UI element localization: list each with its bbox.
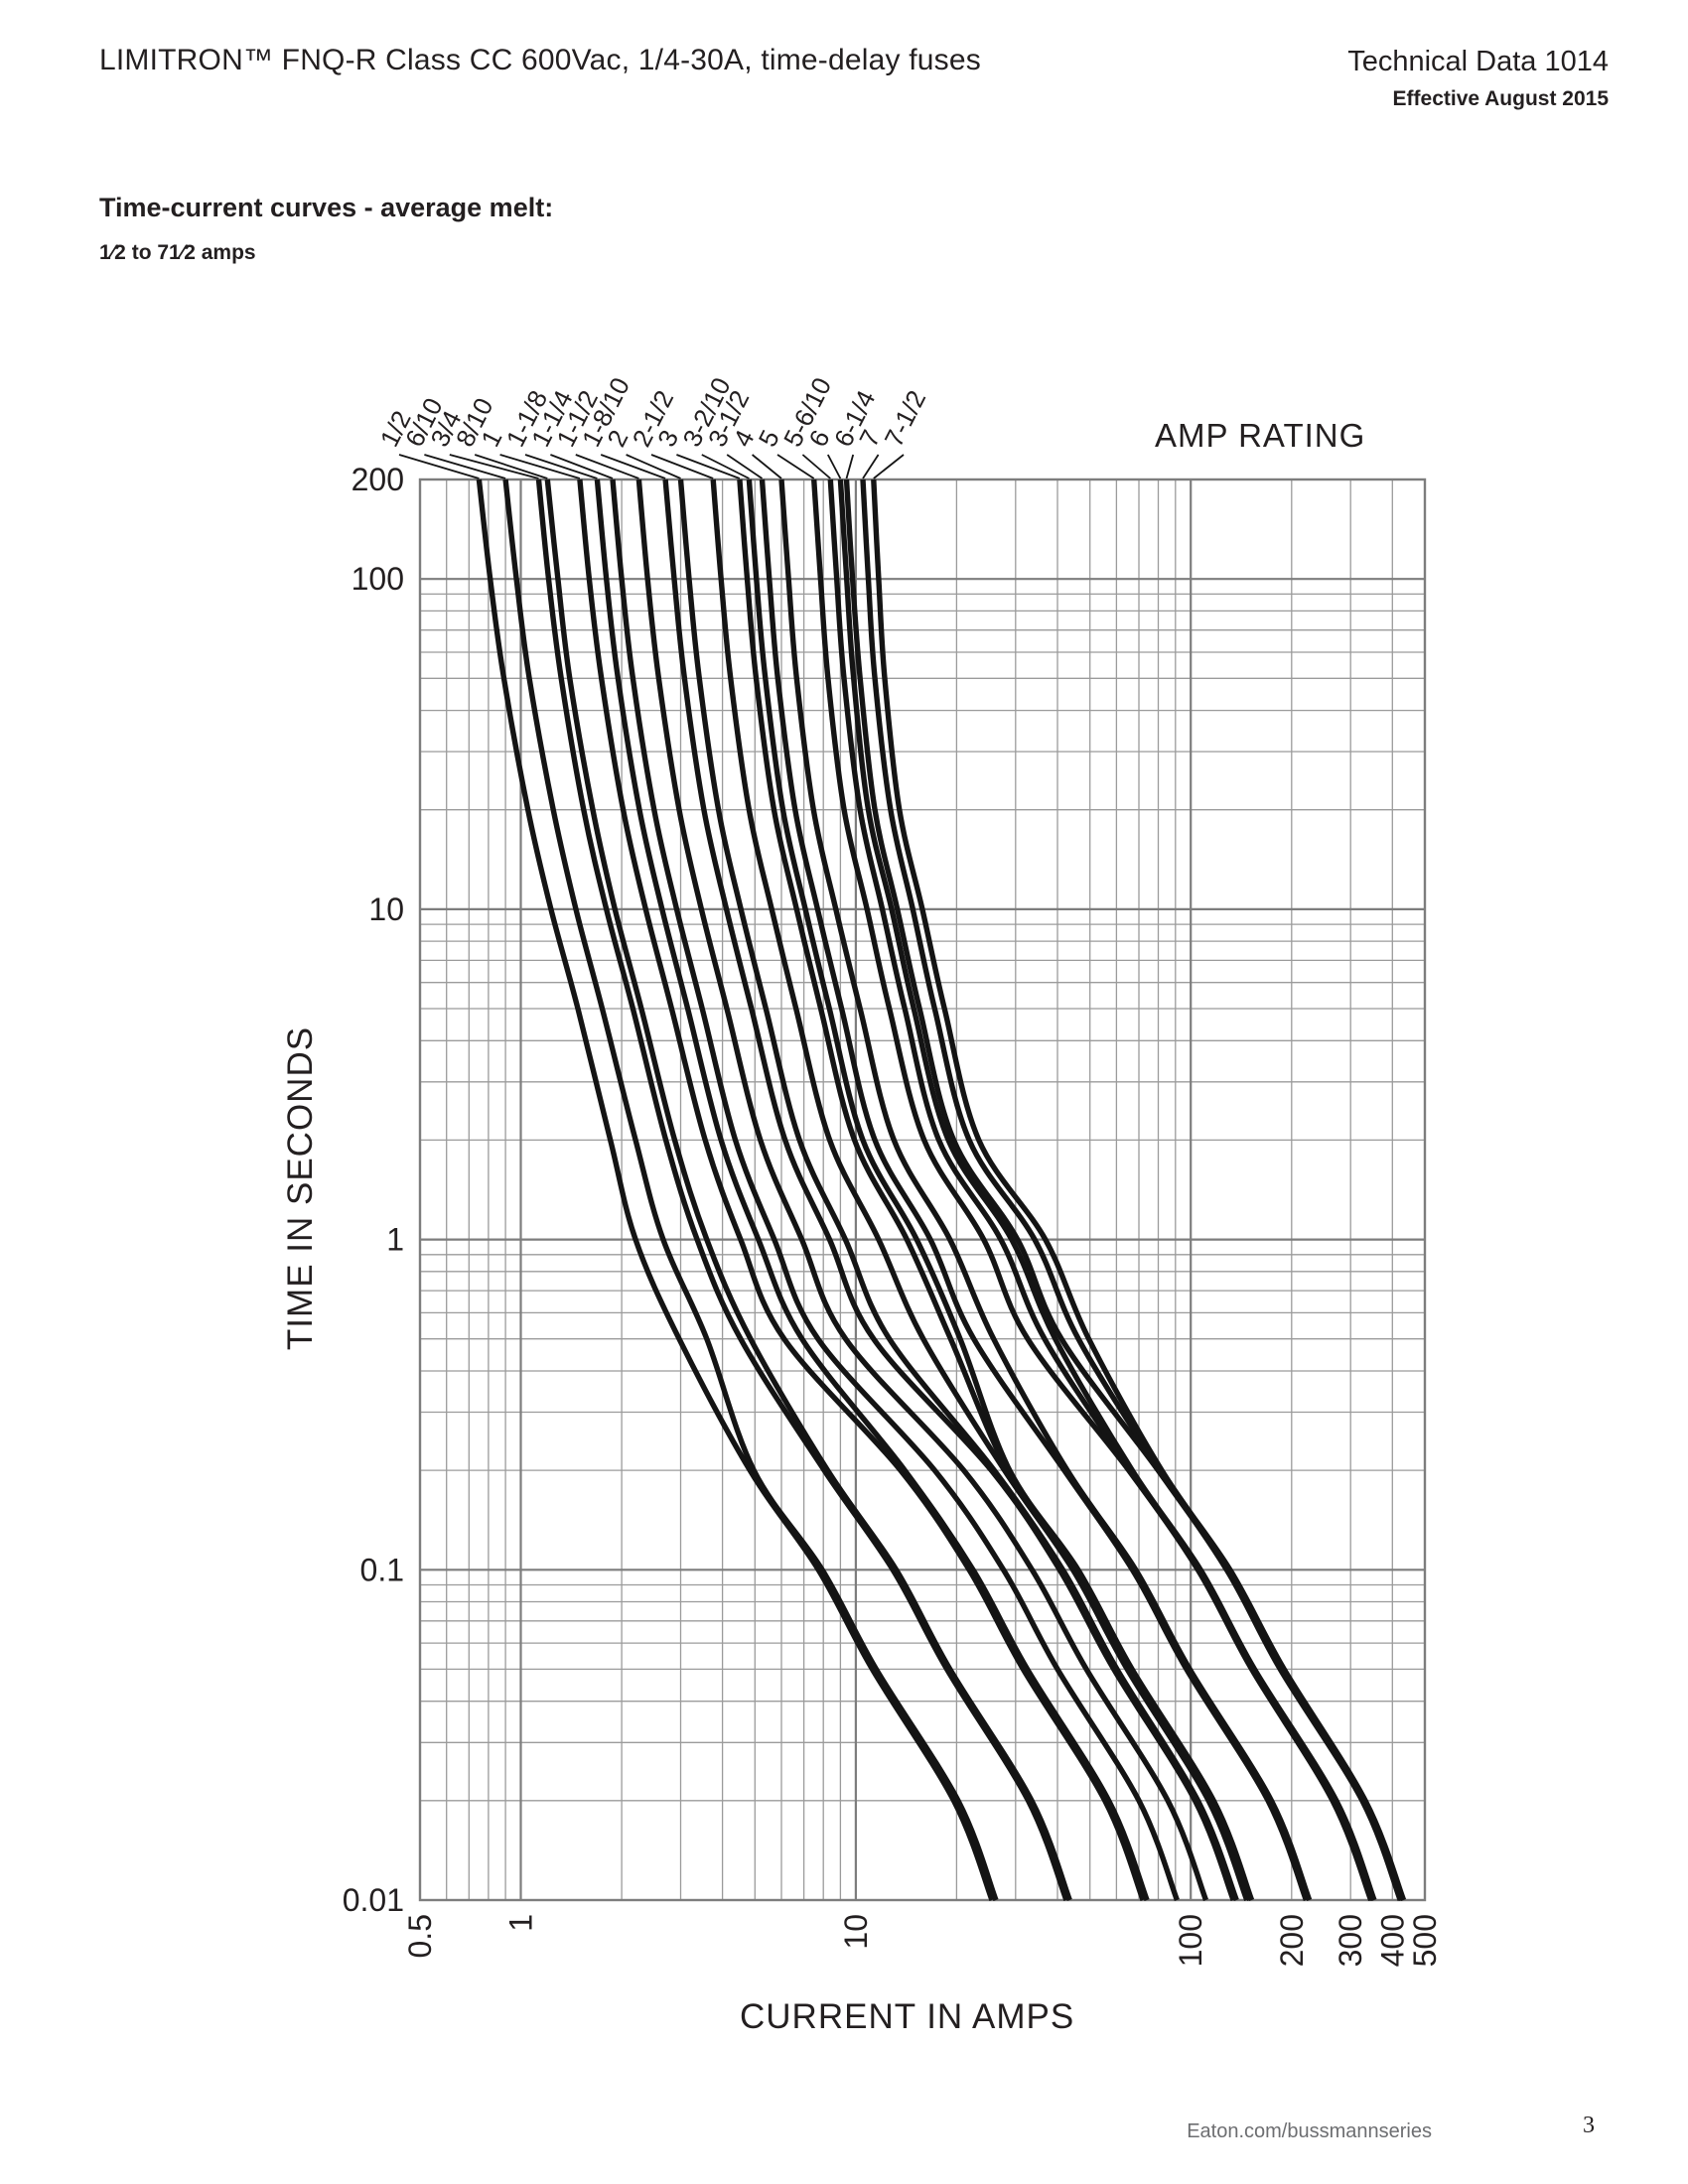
fuse-curve-1-8/10 xyxy=(662,478,1236,1901)
fuse-curve-4 xyxy=(778,478,1313,1901)
x-tick-label-100: 100 xyxy=(1173,1914,1208,1967)
y-tick-label-10: 10 xyxy=(368,891,404,927)
fuse-curve-5 xyxy=(811,478,1374,1901)
curve-label-leader-line xyxy=(575,454,639,479)
y-axis-title: TIME IN SECONDS xyxy=(281,1025,320,1351)
curve-label-leader-line xyxy=(726,454,764,479)
curve-label-leader-line xyxy=(398,454,480,479)
fuse-curve-8/10 xyxy=(544,478,1072,1901)
curve-label-leader-line xyxy=(600,454,666,479)
page-title: LIMITRON™ FNQ-R Class CC 600Vac, 1/4-30A… xyxy=(99,44,981,76)
curve-label-leader-line xyxy=(499,454,581,479)
fuse-curve-1-1/8 xyxy=(594,478,1150,1901)
curve-label-leader-line xyxy=(650,454,714,479)
curve-label-leader-line xyxy=(676,454,741,479)
y-tick-label-0.01: 0.01 xyxy=(343,1882,404,1918)
fuse-curve-1/2 xyxy=(476,478,995,1901)
curve-label-leader-line xyxy=(449,454,539,479)
fuse-curve-1-1/2 xyxy=(635,478,1209,1901)
fuse-curve-6/10 xyxy=(502,478,999,1901)
section-title: Time-current curves - average melt: xyxy=(99,193,554,222)
x-tick-label-500: 500 xyxy=(1407,1914,1443,1967)
fuse-curve-3-1/2 xyxy=(759,478,1309,1901)
x-tick-label-300: 300 xyxy=(1333,1914,1368,1967)
y-tick-label-1: 1 xyxy=(386,1222,404,1258)
y-tick-label-200: 200 xyxy=(352,462,404,497)
curve-label-leader-line xyxy=(862,454,880,479)
curve-label-7-1/2: 7-1/2 xyxy=(879,385,932,451)
curve-label-leader-line xyxy=(626,454,681,479)
fuse-curve-7-1/2 xyxy=(871,478,1407,1901)
x-tick-label-10: 10 xyxy=(838,1914,874,1950)
fuse-curve-2 xyxy=(677,478,1239,1901)
x-tick-label-0.5: 0.5 xyxy=(402,1914,438,1958)
fuse-curve-7 xyxy=(860,478,1405,1901)
curve-label-leader-line xyxy=(827,454,842,479)
curve-label-leader-line xyxy=(424,454,506,479)
curve-label-leader-line xyxy=(550,454,614,479)
x-axis-title: CURRENT IN AMPS xyxy=(740,1997,1075,2036)
curve-label-leader-line xyxy=(701,454,750,479)
y-tick-label-100: 100 xyxy=(352,561,404,597)
curve-label-leader-line xyxy=(873,454,905,479)
fuse-curve-1-1/4 xyxy=(610,478,1180,1901)
section-subtitle: 1⁄2 to 71⁄2 amps xyxy=(99,241,256,264)
x-tick-label-400: 400 xyxy=(1374,1914,1410,1967)
doc-effective-date: Effective August 2015 xyxy=(1392,87,1609,110)
page-number: 3 xyxy=(1583,2113,1595,2138)
curve-label-leader-line xyxy=(801,454,831,479)
fuse-curve-3-2/10 xyxy=(746,478,1255,1901)
doc-number: Technical Data 1014 xyxy=(1347,46,1609,77)
footer-url: Eaton.com/bussmannseries xyxy=(1187,2120,1432,2142)
fuse-curve-6 xyxy=(837,478,1377,1901)
curve-label-leader-line xyxy=(845,454,855,479)
curve-label-leader-line xyxy=(776,454,815,479)
x-tick-label-1: 1 xyxy=(503,1914,539,1932)
amp-rating-label: AMP RATING xyxy=(1155,417,1366,454)
curve-label-leader-line xyxy=(752,454,782,479)
plot-border xyxy=(418,478,1427,1902)
curve-label-leader-line xyxy=(524,454,598,479)
fuse-curve-1 xyxy=(577,478,1146,1901)
x-tick-label-200: 200 xyxy=(1274,1914,1310,1967)
y-tick-label-0.1: 0.1 xyxy=(360,1552,404,1587)
fuse-curve-3 xyxy=(737,478,1253,1901)
curve-label-leader-line xyxy=(474,454,548,479)
